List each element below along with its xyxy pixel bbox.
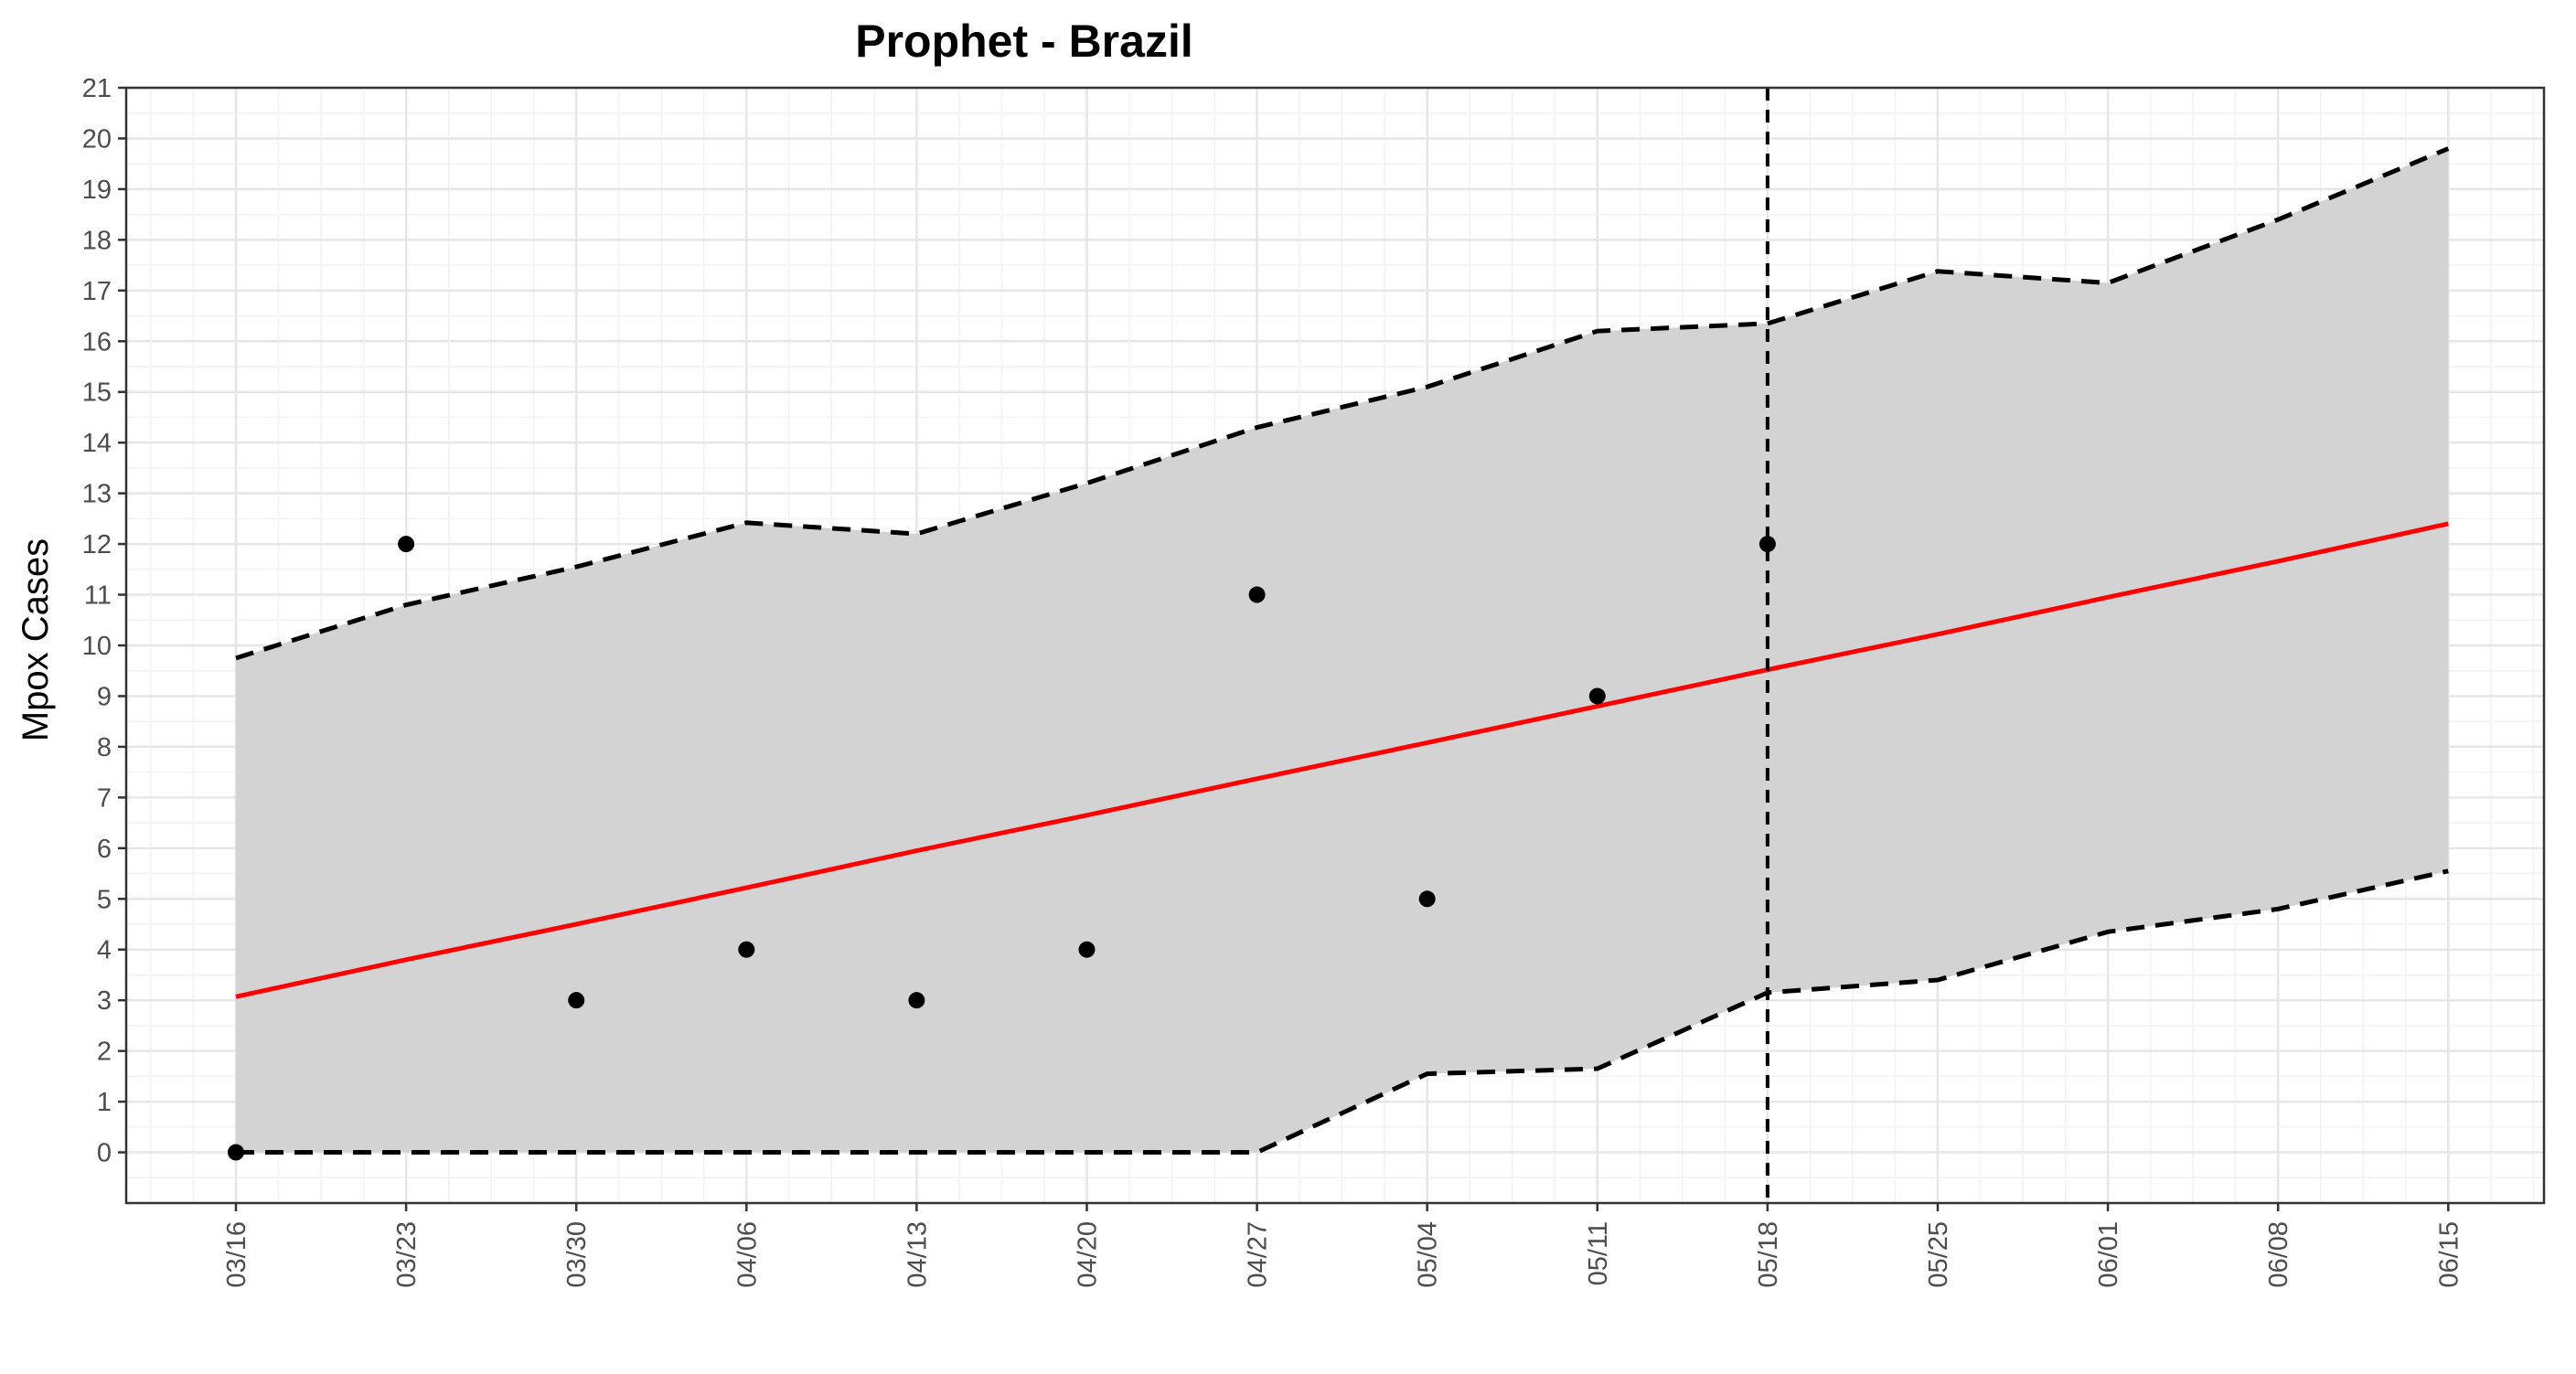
x-tick-label: 05/11 [1584, 1221, 1613, 1285]
y-tick-label: 6 [97, 835, 112, 864]
y-tick-label: 12 [82, 530, 112, 559]
x-tick-label: 03/23 [392, 1221, 422, 1288]
x-tick-label: 05/18 [1754, 1221, 1783, 1288]
observed-point [1758, 536, 1776, 553]
lower-bound-line [236, 868, 2449, 1156]
y-tick-label: 11 [84, 581, 112, 611]
y-tick-label: 21 [82, 74, 112, 103]
uncertainty-band [236, 148, 2449, 1153]
y-tick-label: 5 [97, 885, 112, 914]
observed-point [908, 992, 925, 1009]
x-tick-label: 06/01 [2094, 1221, 2123, 1288]
observed-point [1588, 687, 1606, 705]
y-tick-label: 19 [82, 176, 112, 205]
observed-point [568, 992, 585, 1009]
y-tick-label: 9 [97, 682, 112, 711]
observed-point [1248, 586, 1266, 603]
y-tick-label: 8 [97, 733, 112, 762]
observed-point [228, 1144, 244, 1161]
y-tick-label: 17 [82, 277, 112, 306]
x-tick-label: 04/13 [903, 1221, 932, 1288]
x-tick-label: 05/04 [1414, 1221, 1443, 1288]
x-tick-label: 03/30 [562, 1221, 592, 1288]
y-tick-label: 10 [82, 632, 112, 661]
y-tick-label: 13 [82, 480, 112, 509]
y-tick-label: 7 [97, 783, 112, 813]
x-tick-label: 03/16 [222, 1221, 251, 1288]
y-tick-label: 14 [82, 429, 112, 458]
chart-title: Prophet - Brazil [855, 16, 1192, 67]
observed-point [398, 536, 415, 553]
x-tick-label: 06/08 [2264, 1221, 2293, 1288]
upper-bound-line [235, 146, 2450, 661]
y-tick-label: 3 [97, 986, 112, 1016]
x-tick-label: 04/27 [1244, 1221, 1273, 1288]
y-tick-label: 16 [82, 327, 112, 357]
y-tick-label: 18 [82, 226, 112, 255]
y-axis-label: Mpox Cases [16, 538, 56, 741]
observed-point [1418, 890, 1436, 908]
y-tick-label: 4 [97, 936, 112, 965]
y-tick-label: 15 [82, 378, 112, 408]
observed-point [1078, 941, 1096, 958]
x-tick-label: 06/15 [2434, 1221, 2464, 1288]
x-tick-label: 04/06 [732, 1221, 762, 1288]
forecast-line [235, 521, 2449, 999]
y-tick-label: 0 [97, 1139, 112, 1168]
y-tick-label: 1 [97, 1088, 112, 1117]
observed-point [738, 941, 755, 958]
y-tick-label: 2 [97, 1038, 112, 1067]
x-tick-label: 05/25 [1924, 1221, 1953, 1288]
y-tick-label: 20 [82, 124, 112, 154]
x-tick-label: 04/20 [1074, 1221, 1103, 1288]
